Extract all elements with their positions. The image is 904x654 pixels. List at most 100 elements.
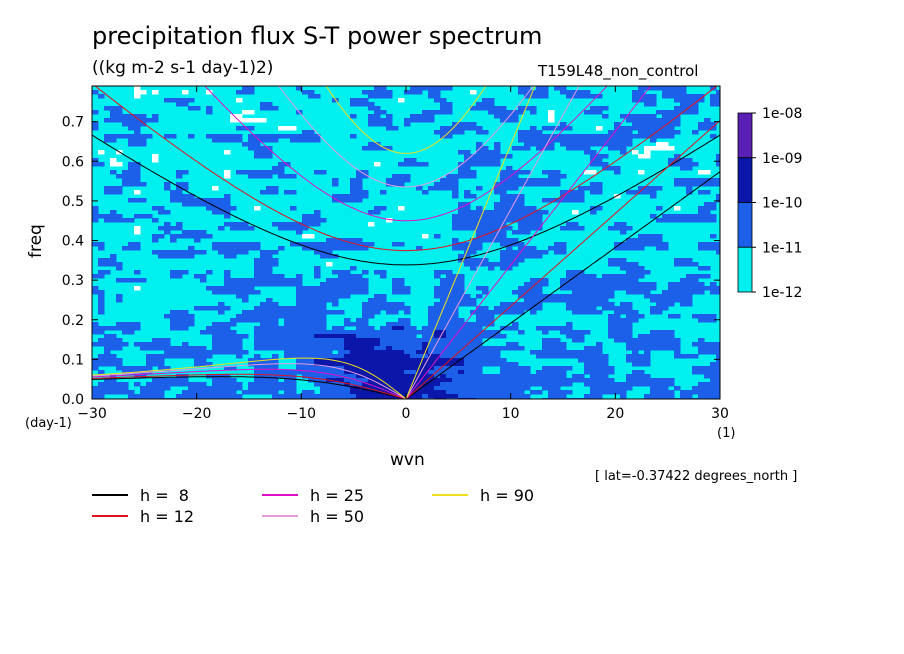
field-cell: [668, 334, 675, 339]
field-cell: [566, 330, 573, 335]
field-cell: [464, 302, 471, 307]
field-cell: [506, 202, 513, 207]
field-cell: [386, 366, 393, 371]
field-cell: [422, 354, 429, 359]
field-cell: [116, 162, 123, 167]
field-cell: [602, 290, 609, 295]
field-cell: [716, 158, 720, 163]
field-cell: [320, 342, 327, 347]
field-cell: [446, 378, 453, 383]
field-cell: [530, 290, 537, 295]
field-cell: [446, 330, 453, 335]
field-cell: [458, 350, 465, 355]
field-cell: [404, 382, 411, 387]
field-cell: [230, 290, 237, 295]
field-cell: [596, 154, 603, 159]
field-cell: [434, 354, 441, 359]
field-cell: [410, 362, 417, 367]
field-cell: [458, 170, 465, 175]
field-cell: [260, 310, 267, 315]
field-cell: [428, 318, 435, 323]
field-cell: [602, 286, 609, 291]
field-cell: [554, 346, 561, 351]
field-cell: [236, 314, 243, 319]
field-cell: [584, 358, 591, 363]
field-cell: [254, 330, 261, 335]
field-cell: [266, 334, 273, 339]
field-cell: [554, 378, 561, 383]
field-cell: [122, 246, 129, 251]
field-cell: [128, 162, 135, 167]
field-cell: [320, 246, 327, 251]
field-cell: [308, 314, 315, 319]
field-cell: [494, 238, 501, 243]
field-cell: [110, 390, 117, 395]
field-cell: [410, 394, 417, 399]
field-cell: [560, 246, 567, 251]
field-cell: [566, 298, 573, 303]
field-cell: [98, 242, 105, 247]
field-cell: [212, 186, 219, 191]
field-cell: [674, 214, 681, 219]
field-cell: [296, 222, 303, 227]
field-cell: [92, 390, 99, 395]
field-cell: [536, 390, 543, 395]
field-cell: [314, 298, 321, 303]
field-cell: [116, 362, 123, 367]
field-cell: [596, 390, 603, 395]
field-cell: [284, 338, 291, 343]
field-cell: [590, 350, 597, 355]
field-cell: [194, 234, 201, 239]
field-cell: [560, 134, 567, 139]
field-cell: [368, 94, 375, 99]
field-cell: [584, 146, 591, 151]
field-cell: [356, 362, 363, 367]
field-cell: [158, 378, 165, 383]
field-cell: [464, 242, 471, 247]
field-cell: [632, 314, 639, 319]
field-cell: [710, 382, 717, 387]
field-cell: [374, 90, 381, 95]
field-cell: [434, 234, 441, 239]
field-cell: [200, 330, 207, 335]
field-cell: [308, 302, 315, 307]
field-cell: [536, 254, 543, 259]
field-cell: [506, 198, 513, 203]
field-cell: [518, 394, 525, 399]
field-cell: [200, 250, 207, 255]
field-cell: [620, 322, 627, 327]
rossby-curve-h25: [92, 368, 407, 399]
field-cell: [488, 102, 495, 107]
field-cell: [260, 174, 267, 179]
field-cell: [242, 110, 249, 115]
field-cell: [458, 206, 465, 211]
field-cell: [152, 346, 159, 351]
field-cell: [254, 386, 261, 391]
field-cell: [332, 238, 339, 243]
field-cell: [164, 210, 171, 215]
field-cell: [440, 106, 447, 111]
field-cell: [584, 286, 591, 291]
field-cell: [434, 90, 441, 95]
field-cell: [290, 134, 297, 139]
field-cell: [272, 318, 279, 323]
field-cell: [488, 158, 495, 163]
field-cell: [314, 322, 321, 327]
field-cell: [374, 334, 381, 339]
field-cell: [614, 326, 621, 331]
field-cell: [686, 390, 693, 395]
field-cell: [254, 370, 261, 375]
field-cell: [704, 182, 711, 187]
field-cell: [260, 302, 267, 307]
field-cell: [692, 110, 699, 115]
field-cell: [512, 118, 519, 123]
field-cell: [392, 242, 399, 247]
field-cell: [218, 250, 225, 255]
field-cell: [224, 394, 231, 399]
field-cell: [272, 186, 279, 191]
field-cell: [224, 202, 231, 207]
field-cell: [488, 386, 495, 391]
field-cell: [134, 190, 141, 195]
field-cell: [182, 170, 189, 175]
axes: −30 −20 −10 0 10 20 300.00.10.20.30.40.50.60.7: [62, 86, 729, 422]
